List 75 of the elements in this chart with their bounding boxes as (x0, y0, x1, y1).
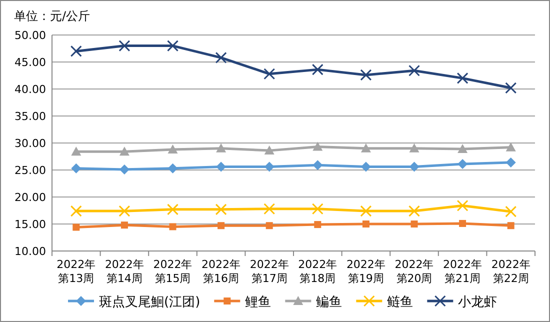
legend-label: 鳊鱼 (316, 295, 342, 310)
point (71, 163, 82, 174)
legend-label: 鲤鱼 (245, 295, 272, 310)
point (458, 159, 468, 170)
point (408, 64, 420, 76)
y-tick-label: 15.00 (14, 218, 46, 231)
point (168, 144, 178, 154)
point (505, 206, 517, 218)
point (215, 52, 227, 64)
point (72, 224, 80, 231)
point (409, 162, 420, 172)
y-tick-label: 30.00 (14, 137, 46, 150)
point (360, 205, 372, 217)
point (264, 203, 276, 215)
point (410, 220, 418, 228)
y-tick-label: 20.00 (14, 191, 46, 204)
point (456, 72, 468, 84)
point (312, 203, 324, 215)
y-tick-label: 50.00 (14, 29, 46, 42)
point (314, 221, 322, 228)
point (506, 142, 516, 152)
point (266, 222, 273, 230)
point (168, 163, 178, 174)
point (118, 205, 130, 217)
point (312, 142, 323, 151)
point (264, 146, 274, 155)
point (215, 204, 227, 216)
point (71, 146, 82, 156)
point (505, 82, 517, 94)
x-tick-label: 2022年第13周 (56, 258, 96, 285)
x-tick-label: 2022年第20周 (394, 258, 434, 285)
point (218, 222, 225, 230)
point (458, 144, 468, 153)
point (459, 220, 466, 227)
point (167, 204, 178, 216)
y-axis-title: 单位：元/公斤 (14, 9, 90, 23)
y-tick-label: 45.00 (14, 56, 46, 69)
point (507, 222, 514, 230)
point (264, 68, 276, 80)
x-tick-label: 2022年第21周 (443, 258, 482, 285)
point (409, 143, 420, 152)
point (119, 146, 130, 156)
point (119, 164, 130, 174)
point (360, 162, 371, 172)
x-tick-label: 2022年第16周 (202, 258, 241, 285)
point (506, 157, 516, 168)
x-tick-label: 2022年第14周 (104, 258, 144, 285)
point (70, 205, 82, 217)
y-tick-label: 10.00 (14, 245, 46, 258)
point (264, 162, 274, 172)
x-tick-label: 2022年第22周 (491, 258, 530, 285)
x-tick-label: 2022年第19周 (346, 258, 386, 285)
point (312, 64, 324, 76)
point (120, 222, 128, 229)
point (118, 40, 130, 52)
point (360, 69, 372, 81)
y-tick-label: 25.00 (14, 164, 46, 177)
legend-label: 小龙虾 (458, 295, 498, 310)
y-tick-label: 40.00 (14, 83, 46, 96)
point (216, 143, 226, 152)
x-tick-label: 2022年第17周 (250, 258, 289, 285)
legend-label: 鲢鱼 (387, 295, 414, 310)
point (456, 200, 468, 212)
y-tick-label: 35.00 (14, 110, 46, 123)
point (216, 162, 226, 172)
point (167, 40, 178, 52)
x-tick-label: 2022年第18周 (298, 258, 338, 285)
point (169, 223, 176, 230)
x-tick-label: 2022年第15周 (153, 258, 192, 285)
point (312, 160, 323, 170)
point (70, 45, 82, 57)
point (362, 220, 370, 228)
point (360, 143, 371, 152)
point (408, 205, 420, 217)
legend-label: 斑点叉尾鮰(江团) (99, 295, 200, 310)
